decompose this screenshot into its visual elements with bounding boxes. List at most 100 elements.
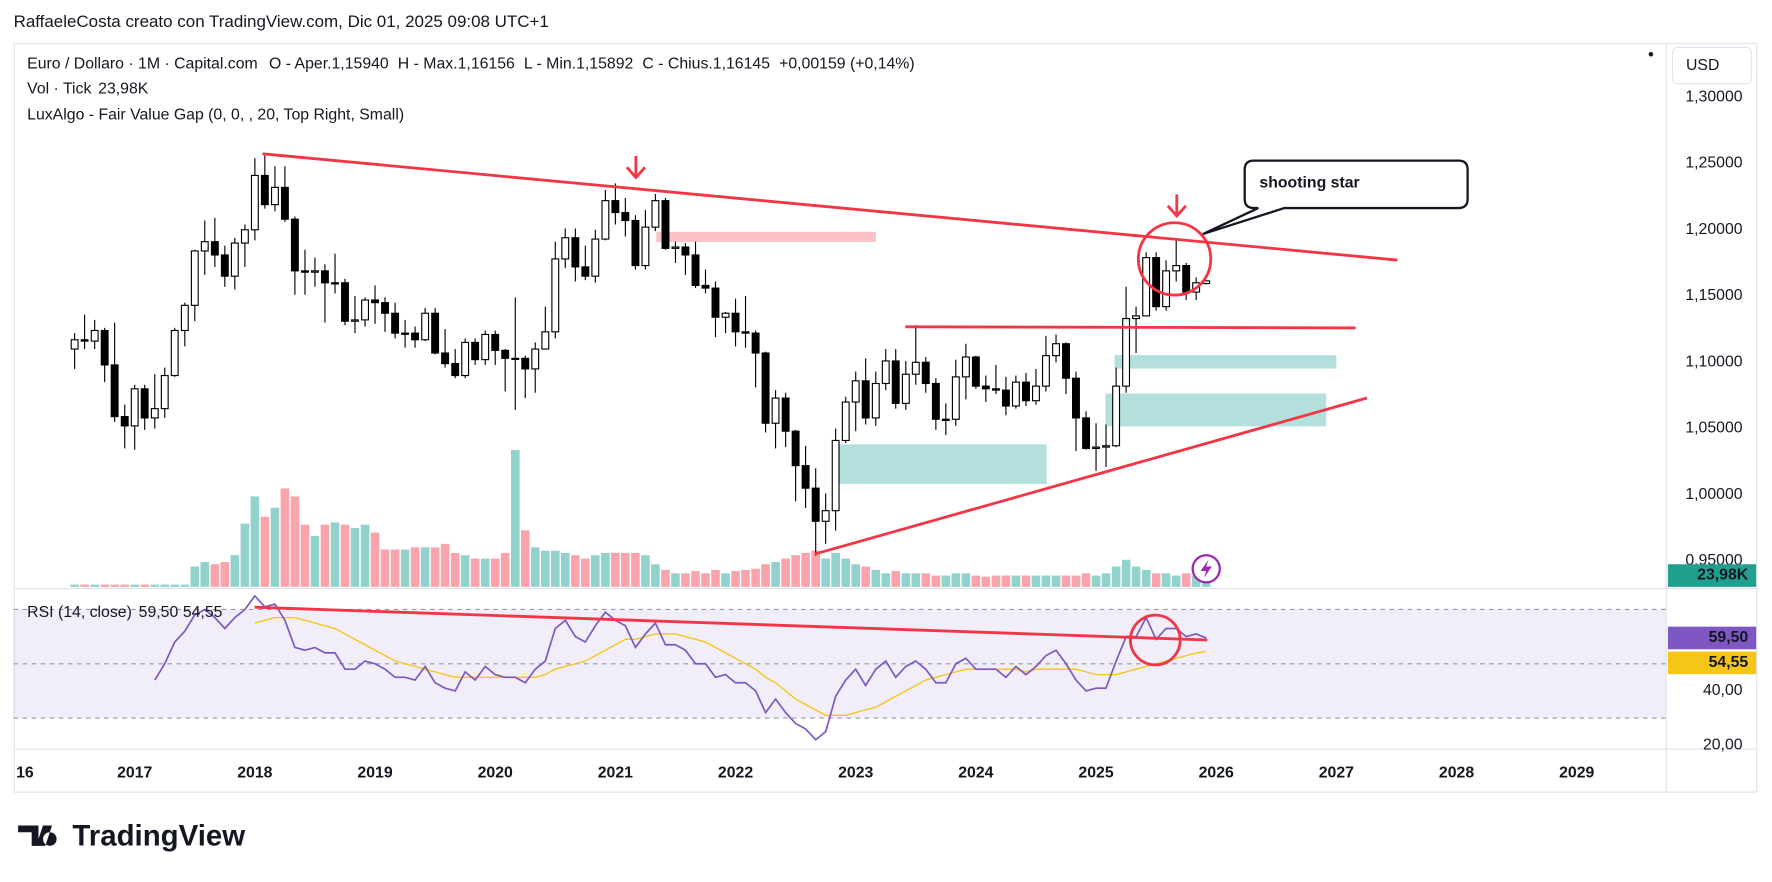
volume-bar	[921, 573, 931, 587]
fvg-bullish	[835, 444, 1047, 484]
candle-body	[901, 373, 910, 404]
volume-bar	[140, 584, 149, 587]
volume-bar	[330, 522, 340, 587]
candle-body	[681, 246, 690, 256]
volume-bar	[530, 547, 540, 587]
fvg-bullish	[1105, 393, 1327, 427]
fvg-bullish	[1114, 355, 1337, 369]
volume-bar	[601, 552, 610, 587]
candle-body	[290, 218, 299, 272]
candle-body	[481, 333, 490, 361]
volume-bar	[691, 571, 700, 587]
candle-body	[701, 284, 710, 289]
y-tick-label: 1,25000	[1685, 155, 1742, 172]
volume-bar	[1101, 573, 1111, 587]
currency[interactable]: USD	[1686, 57, 1719, 74]
candle-body	[391, 312, 400, 334]
candle-body	[941, 418, 950, 421]
header: RaffaeleCosta creato con TradingView.com…	[14, 12, 549, 31]
candle-body	[951, 376, 960, 420]
legend-text: +0,00159 (+0,14%)	[779, 56, 915, 73]
volume-bar	[430, 547, 440, 587]
candle-body	[1162, 270, 1171, 308]
candle-body	[721, 312, 730, 318]
candle-body	[180, 304, 189, 332]
volume-bar	[480, 558, 490, 587]
candle-body	[190, 250, 199, 306]
candle-body	[931, 382, 940, 420]
volume-bar	[571, 555, 580, 587]
volume-bar	[931, 575, 941, 587]
volume-bar	[200, 561, 210, 587]
volume-bar	[981, 576, 991, 587]
trendline	[814, 396, 1368, 556]
alert-bolt	[1200, 559, 1212, 578]
candle-body	[1112, 385, 1121, 447]
currency-button[interactable]	[1671, 46, 1753, 85]
volume-bar	[801, 552, 810, 587]
legend-text: 59,50	[139, 604, 179, 621]
candle-body	[551, 258, 560, 333]
volume-bar	[1181, 573, 1191, 587]
volume-bar	[490, 558, 500, 587]
candle-body	[1122, 317, 1131, 387]
candle-body	[911, 361, 920, 375]
candle-body	[230, 242, 239, 277]
volume-bar	[821, 558, 830, 587]
volume-bar	[841, 558, 851, 587]
price-badge	[1667, 564, 1757, 587]
volume-bar	[1161, 573, 1171, 587]
x-tick-label: 2019	[357, 765, 392, 782]
volume-bar	[731, 571, 740, 587]
candle-body	[841, 401, 850, 442]
candle-body	[531, 348, 540, 370]
volume-bar	[1111, 566, 1121, 587]
candle-body	[270, 186, 279, 206]
volume-bar	[631, 552, 640, 587]
legend-text: 1,16145	[713, 56, 770, 73]
volume-bar	[911, 573, 921, 587]
volume-bar	[681, 573, 690, 587]
rsi-line	[254, 616, 1207, 717]
volume-bar	[1131, 566, 1141, 587]
candle-body	[511, 357, 520, 361]
candle-body	[70, 339, 79, 350]
volume-bar	[460, 555, 470, 587]
candle-body	[320, 270, 329, 284]
candle-body	[601, 200, 610, 240]
candle-body	[801, 465, 810, 489]
candle-body	[921, 361, 930, 385]
y-tick-label: 1,10000	[1685, 353, 1742, 370]
volume-bar	[721, 573, 730, 587]
x-tick-label: 16	[16, 765, 34, 782]
volume-bar	[1051, 575, 1061, 587]
candle-body	[1041, 355, 1050, 387]
volume-bar	[961, 573, 971, 587]
x-tick-label: 2026	[1199, 765, 1234, 782]
volume-bar	[751, 568, 760, 587]
volume-bar	[70, 584, 79, 587]
candle-body	[781, 397, 790, 432]
candle-body	[691, 254, 700, 287]
candle-body	[961, 356, 970, 378]
candle-body	[831, 439, 840, 512]
volume-bar	[440, 543, 450, 587]
price-badge	[1667, 626, 1757, 650]
candle-body	[751, 332, 760, 354]
callout-text: shooting star	[1259, 174, 1359, 191]
candle-body	[631, 219, 640, 267]
candle-body	[401, 332, 410, 335]
candle-body	[1062, 343, 1070, 379]
candle-body	[341, 282, 349, 322]
candle-body	[200, 241, 209, 252]
candle-body	[160, 374, 169, 410]
candle-body	[310, 270, 319, 273]
x-tick-label: 2023	[838, 765, 873, 782]
volume-bar	[1061, 575, 1071, 587]
candle-body	[981, 385, 990, 390]
price-badge-text: 59,50	[1709, 629, 1749, 646]
candle-body	[861, 380, 870, 419]
volume-bar	[320, 524, 330, 587]
candle-body	[811, 487, 820, 522]
candle-body	[971, 356, 980, 387]
